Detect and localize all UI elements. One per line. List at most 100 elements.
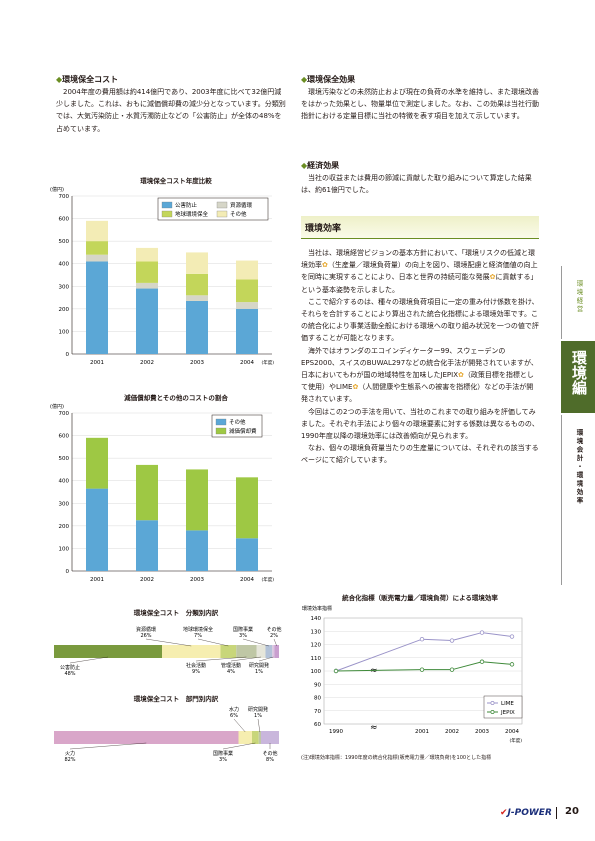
sidebar-tab-env-section[interactable]: 環境編 (561, 341, 595, 413)
y-tick-label: 500 (59, 239, 70, 245)
segment-label: その他 (262, 750, 277, 757)
y-tick-label: 130 (311, 629, 322, 635)
y-tick-label: 0 (66, 352, 70, 358)
y-tick-label: 140 (311, 616, 322, 622)
chart-eco-efficiency: 環境効率指標 60 70 80 90 100 110 120 130 140 1990 2001 200… (302, 605, 523, 744)
chart5-note: (注)環境効率指標：1990年度の統合化指標(販売電力量／環境負荷)を100とし… (301, 755, 492, 761)
bar-segment (236, 538, 258, 571)
y-tick-label: 500 (59, 456, 70, 462)
chart5-title: 統合化指標（販売電力量／環境負荷）による環境効率 (342, 594, 498, 602)
y-tick-label: 700 (59, 194, 70, 200)
segment-bar (236, 645, 257, 658)
flower-icon: ✿ (458, 371, 464, 380)
sidebar-tab3-label: 環境会計・環境効率 (575, 429, 583, 506)
segment-bar (261, 731, 279, 744)
bar-segment (236, 260, 258, 280)
segment-bar (274, 645, 279, 658)
legend-label: 減価償却費 (229, 427, 257, 435)
leader-line (222, 742, 256, 750)
sidebar-tab-env-accounting[interactable]: 環境会計・環境効率 (561, 415, 595, 585)
y-tick-label: 120 (311, 643, 322, 649)
econ-effect-paragraph: 当社の収益または費用の節減に貢献した取り組みについて算定した結果は、約61億円で… (301, 172, 539, 196)
x-tick-label: 1990 (329, 729, 343, 735)
segment-pct: 82% (64, 757, 75, 763)
y-tick-label: 400 (59, 479, 70, 485)
x-tick-label: 2002 (140, 577, 154, 583)
legend-swatch (215, 418, 227, 426)
sidebar-tab-env-management[interactable]: 環境経営 (561, 266, 595, 339)
segment-pct: 6% (230, 713, 238, 719)
segment-pct: 3% (219, 757, 227, 763)
segment-bar (265, 645, 273, 658)
leader-line (233, 718, 246, 733)
bar-segment (136, 464, 158, 521)
bar-segment (136, 247, 158, 262)
legend-label: 地球環境保全 (175, 210, 209, 218)
segment-label: 水力 (229, 706, 239, 713)
bar-segment (186, 252, 208, 274)
y-tick-label: 100 (59, 546, 70, 552)
segment-bar (54, 645, 162, 658)
eco-eff-para-3: 海外ではオランダのエコインディケーター99、スウェーデンのEPS2000、スイス… (301, 346, 538, 404)
legend-label: JEPIX (500, 710, 515, 716)
segment-label: 研究開発 (248, 706, 268, 713)
segment-pct: 1% (254, 713, 262, 719)
eco-efficiency-body: 当社は、環境経営ビジョンの基本方針において、「環境リスクの低減と環境効率✿（生産… (301, 247, 539, 467)
bar-segment (86, 254, 108, 262)
bar-segment (136, 282, 158, 289)
segment-pct: 48% (64, 671, 75, 677)
y-tick-label: 70 (314, 709, 321, 715)
bar-segment (186, 273, 208, 296)
page-number: 20 (565, 806, 579, 817)
data-point (479, 659, 485, 664)
sidebar-tab1-label: 環境経営 (575, 280, 583, 314)
data-point (419, 667, 425, 672)
chart4-title: 環境保全コスト 部門別内訳 (133, 695, 219, 703)
legend-swatch (161, 201, 173, 209)
data-point (449, 667, 455, 672)
y-tick-label: 400 (59, 262, 70, 268)
y-tick-label: 60 (314, 722, 321, 728)
y-tick-label: 80 (314, 696, 321, 702)
x-tick-label: 2003 (190, 577, 204, 583)
legend-box (157, 197, 269, 221)
y-tick-label: 200 (59, 307, 70, 313)
econ-effect-text: 当社の収益または費用の節減に貢献した取り組みについて算定した結果は、約61億円で… (301, 174, 532, 195)
section-header-eco-efficiency: 環境効率 (301, 216, 539, 239)
y-tick-label: 300 (59, 501, 70, 507)
x-unit-label: (年度) (261, 576, 274, 583)
bar-segment (186, 295, 208, 301)
bar-segment (186, 300, 208, 354)
y-tick-label: 90 (314, 682, 321, 688)
legend-swatch (216, 201, 228, 209)
segment-pct: 7% (194, 633, 202, 639)
bar-segment (136, 261, 158, 283)
legend-label: 資源循環 (230, 201, 253, 209)
j-mark-icon: ✔ (500, 808, 508, 818)
x-unit-label: (年度) (261, 359, 274, 366)
segment-label: 国際事業 (233, 626, 253, 633)
leader-line (273, 638, 277, 647)
leader-line (69, 742, 147, 750)
bar-segment (186, 469, 208, 531)
x-tick-label: 2003 (475, 729, 489, 735)
leader-line (242, 638, 269, 647)
y-tick-label: 200 (59, 524, 70, 530)
bar-segment (86, 261, 108, 354)
bar-segment (236, 279, 258, 303)
y-axis-label: 環境効率指標 (302, 605, 332, 612)
bar-segment (86, 220, 108, 242)
legend-label: その他 (229, 418, 246, 426)
chart-depreciation-ratio: (億円) 0 100 200 300 400 500 600 700 2001 2002 2003 20… (50, 403, 274, 583)
bar-segment (86, 241, 108, 255)
data-point (419, 637, 425, 642)
leader-line (197, 638, 229, 647)
y-tick-label: 0 (66, 569, 70, 575)
segment-bar (272, 645, 275, 658)
eco-eff-para-5: なお、個々の環境負荷量当たりの生産量については、それぞれの該当するページにて紹介… (301, 444, 539, 465)
segment-bar (252, 731, 259, 744)
legend-label: LIME (501, 701, 514, 707)
segment-bar (54, 731, 239, 744)
